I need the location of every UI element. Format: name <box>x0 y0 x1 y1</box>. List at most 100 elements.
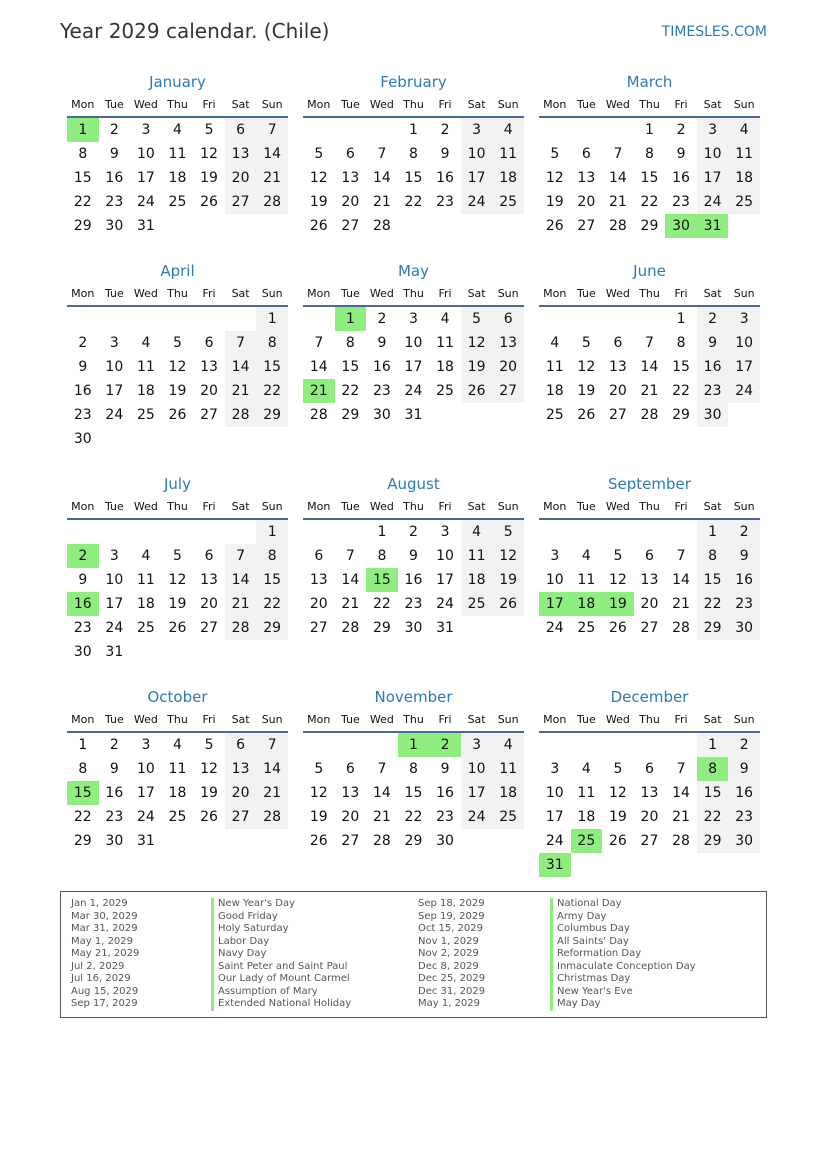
month-november: November Mon Tue Wed Thu Fri Sat Sun 1 2 3 4 5 6 7 8 9 10… <box>303 685 524 898</box>
day-cell: 24 <box>404 383 423 399</box>
month-march: March Mon Tue Wed Thu Fri Sat Sun 1 2 3 4 5 6 7 8 9 10 11 1… <box>539 70 760 259</box>
day-cell: 9 <box>728 757 760 781</box>
day-cell <box>728 403 760 427</box>
day-cell: 27 <box>224 190 257 214</box>
day-cell: 17 <box>136 785 155 801</box>
day-cell: 5 <box>173 335 182 351</box>
day-cell: 8 <box>409 761 418 777</box>
day-cell: 29 <box>696 829 729 853</box>
day-cell: 29 <box>672 407 690 423</box>
day-cell: 20 <box>200 596 218 612</box>
weekday-label: Mon <box>307 98 331 111</box>
day-cell: 15 <box>672 359 690 375</box>
day-cell: 20 <box>341 194 360 210</box>
day-cell <box>303 520 335 544</box>
day-cell: 4 <box>460 520 493 544</box>
day-cell: 16 <box>372 359 391 375</box>
day-cell <box>665 853 697 877</box>
day-cell: 1 <box>78 737 88 753</box>
weekday-label: Thu <box>403 287 424 300</box>
day-cell <box>602 307 634 331</box>
day-cell: 2 <box>440 122 450 138</box>
day-cell <box>303 307 335 331</box>
day-cell: 3 <box>460 118 493 142</box>
day-cell: 21 <box>608 194 627 210</box>
day-cell: 27 <box>608 407 627 423</box>
day-cell <box>303 118 335 142</box>
day-cell <box>225 640 257 664</box>
holiday-name: Christmas Day <box>550 973 696 986</box>
holiday-date: Jan 1, 2029 <box>71 898 128 909</box>
day-cell: 26 <box>168 407 187 423</box>
day-cell <box>256 214 288 238</box>
weekday-label: Wed <box>133 98 158 111</box>
day-cell <box>335 520 367 544</box>
site-logo-link[interactable]: TIMESLES.COM <box>661 24 767 40</box>
weekday-label: Tue <box>340 713 360 726</box>
month-october: October Mon Tue Wed Thu Fri Sat Sun 1 2 3 4 5 6 7 8 9 10 1… <box>67 685 288 898</box>
day-cell <box>99 520 131 544</box>
day-cell: 7 <box>256 733 288 757</box>
day-cell: 19 <box>200 785 218 801</box>
week-row: 22 23 24 25 26 27 28 <box>67 190 288 214</box>
holiday-name: Navy Day <box>211 948 351 961</box>
day-cell: 26 <box>200 809 218 825</box>
week-row: 8 9 10 11 12 13 14 <box>67 757 288 781</box>
day-cell: 3 <box>141 737 151 753</box>
month-december: December Mon Tue Wed Thu Fri Sat Sun 1 2 3 4 5 6 7 8 9 10… <box>539 685 760 898</box>
weekday-label: Sun <box>261 98 283 111</box>
weekday-label: Sat <box>467 98 486 111</box>
day-cell: 29 <box>372 620 391 636</box>
day-cell: 3 <box>440 524 450 540</box>
holiday-date: Mar 30, 2029 <box>71 910 138 922</box>
weekday-label: Wed <box>133 713 158 726</box>
week-row: 15 16 17 18 19 20 21 <box>67 781 288 805</box>
day-cell: 21 <box>256 781 288 805</box>
day-cell: 31 <box>136 218 155 234</box>
day-cell: 12 <box>168 359 187 375</box>
day-cell: 7 <box>224 544 257 568</box>
day-cell: 17 <box>728 355 760 379</box>
day-cell: 16 <box>696 355 729 379</box>
day-cell: 21 <box>372 809 391 825</box>
holiday-date: Mar 31, 2029 <box>71 923 138 934</box>
holiday-day-cell: 1 <box>397 733 430 757</box>
day-cell <box>67 307 99 331</box>
day-cell: 10 <box>545 785 564 801</box>
weekday-label: Fri <box>674 287 688 300</box>
day-cell: 11 <box>492 757 524 781</box>
day-cell: 2 <box>109 122 119 138</box>
weekday-label: Tue <box>340 98 360 111</box>
day-cell: 28 <box>672 620 690 636</box>
day-cell: 5 <box>550 146 560 162</box>
day-cell <box>225 307 257 331</box>
week-row: 30 31 <box>67 640 288 664</box>
day-cell: 19 <box>309 194 328 210</box>
day-cell <box>162 214 194 238</box>
day-cell: 11 <box>545 359 564 375</box>
holiday-date: Dec 25, 2029 <box>418 973 486 984</box>
weekday-header: Mon Tue Wed Thu Fri Sat Sun <box>67 710 288 733</box>
weekday-header: Mon Tue Wed Thu Fri Sat Sun <box>303 284 524 307</box>
day-cell: 6 <box>204 548 214 564</box>
day-cell: 29 <box>73 833 92 849</box>
week-row: 19 20 21 22 23 24 25 <box>539 190 760 214</box>
day-cell: 15 <box>73 170 92 186</box>
day-cell: 21 <box>372 194 391 210</box>
holiday-day-cell: 19 <box>602 592 634 616</box>
month-june: June Mon Tue Wed Thu Fri Sat Sun 1 2 3 4 5 6 7 8 9 10 11 12… <box>539 259 760 472</box>
holiday-day-cell: 18 <box>570 592 603 616</box>
weekday-label: Sat <box>703 98 722 111</box>
day-cell: 28 <box>224 403 257 427</box>
day-cell <box>461 214 493 238</box>
weekday-label: Thu <box>167 713 188 726</box>
weekday-label: Tue <box>340 287 360 300</box>
day-cell: 17 <box>436 572 454 588</box>
weekday-label: Mon <box>543 500 567 513</box>
day-cell <box>193 214 225 238</box>
day-cell: 19 <box>577 383 596 399</box>
weekday-label: Sat <box>467 287 486 300</box>
holiday-date: May 1, 2029 <box>71 935 134 947</box>
